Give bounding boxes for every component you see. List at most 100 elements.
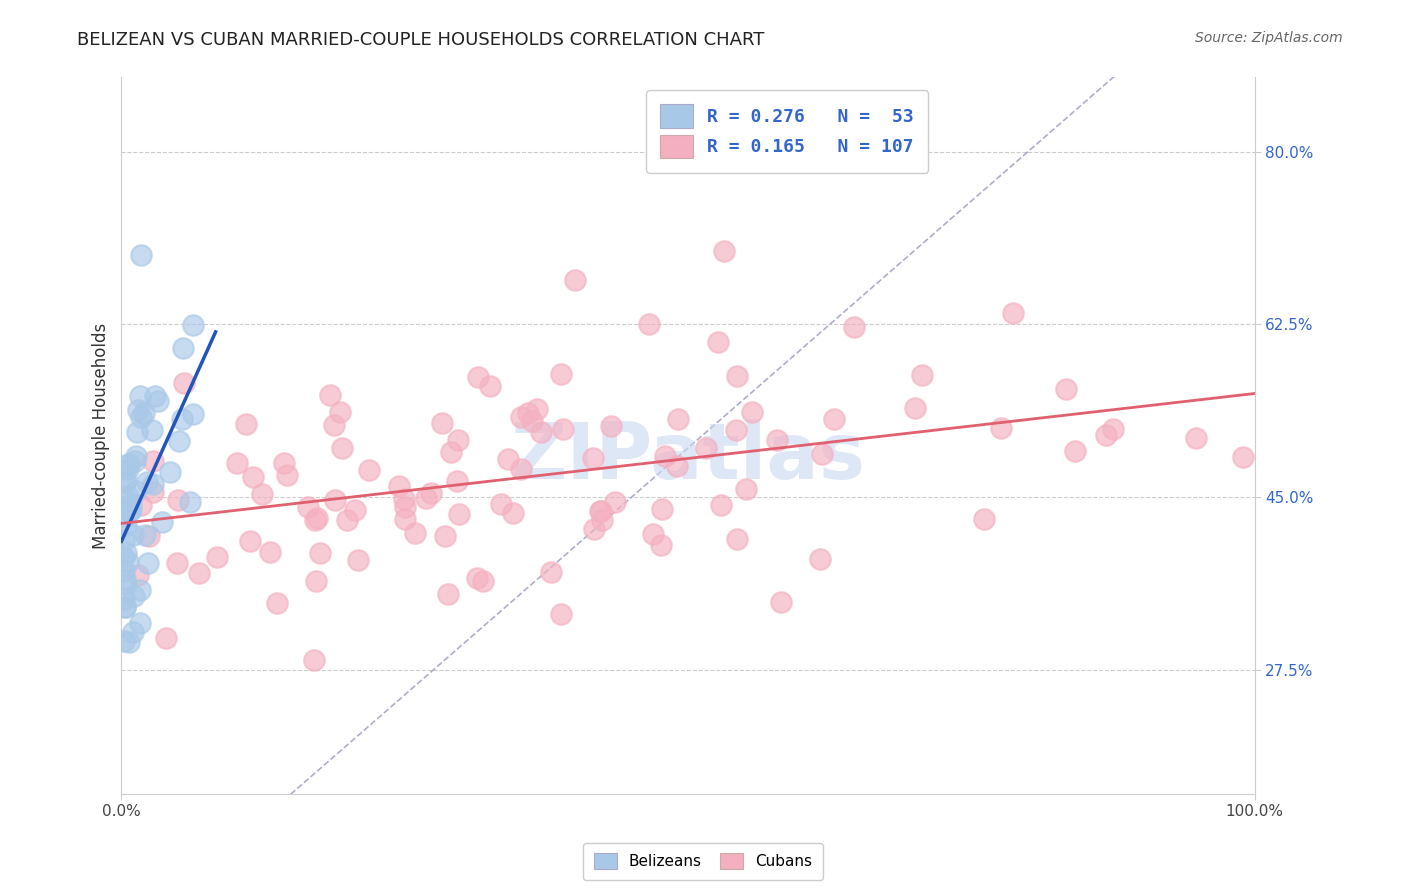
Point (666, 459, 689, 474)
Point (447, 507, 470, 521)
Point (115, 458, 138, 472)
Point (1002, 306, 1025, 320)
Point (516, 406, 538, 420)
Point (741, 405, 763, 419)
Point (1185, 431, 1208, 445)
Y-axis label: Married-couple Households: Married-couple Households (93, 322, 110, 549)
Point (666, 412, 689, 426)
Point (446, 474, 468, 488)
Legend: R = 0.276   N =  53, R = 0.165   N = 107: R = 0.276 N = 53, R = 0.165 N = 107 (645, 90, 928, 172)
Legend: Belizeans, Cubans: Belizeans, Cubans (583, 843, 823, 880)
Point (904, 401, 927, 416)
Point (1101, 422, 1123, 436)
Point (125, 425, 148, 439)
Point (766, 434, 789, 448)
Point (654, 449, 676, 463)
Point (117, 489, 139, 503)
Point (520, 414, 543, 428)
Point (114, 599, 136, 614)
Point (155, 632, 177, 646)
Point (329, 405, 352, 419)
Point (725, 532, 748, 546)
Point (141, 424, 163, 438)
Point (239, 534, 262, 549)
Point (114, 517, 136, 532)
Point (550, 607, 572, 621)
Point (259, 545, 281, 559)
Point (225, 456, 247, 470)
Point (330, 441, 353, 455)
Point (564, 273, 586, 287)
Point (242, 469, 264, 483)
Point (510, 462, 533, 476)
Point (112, 564, 135, 578)
Point (273, 456, 295, 470)
Point (122, 527, 145, 541)
Point (651, 502, 673, 516)
Point (252, 487, 274, 501)
Point (125, 449, 148, 463)
Point (322, 418, 344, 433)
Point (115, 473, 138, 487)
Point (297, 500, 319, 514)
Point (138, 529, 160, 543)
Point (129, 410, 152, 425)
Point (120, 502, 142, 516)
Point (591, 513, 613, 527)
Point (127, 568, 149, 582)
Point (710, 498, 733, 512)
Point (120, 497, 142, 511)
Point (134, 528, 156, 542)
Point (146, 394, 169, 409)
Point (132, 406, 155, 420)
Point (589, 503, 612, 517)
Point (695, 441, 717, 455)
Point (1063, 444, 1085, 458)
Point (305, 511, 328, 525)
Point (142, 485, 165, 500)
Point (118, 635, 141, 649)
Point (734, 482, 756, 496)
Point (1095, 428, 1118, 442)
Point (842, 320, 865, 334)
Point (112, 533, 135, 548)
Point (112, 592, 135, 607)
Point (725, 368, 748, 383)
Point (496, 451, 519, 466)
Point (173, 376, 195, 390)
Point (129, 248, 152, 262)
Point (266, 596, 288, 610)
Point (589, 504, 612, 518)
Point (125, 483, 148, 498)
Point (172, 341, 194, 355)
Point (112, 634, 135, 648)
Point (129, 616, 152, 631)
Point (1054, 383, 1077, 397)
Point (167, 492, 190, 507)
Point (713, 244, 735, 259)
Point (135, 475, 157, 489)
Point (465, 571, 488, 585)
Point (112, 491, 135, 506)
Point (336, 513, 359, 527)
Point (550, 367, 572, 381)
Point (112, 509, 135, 524)
Point (641, 527, 664, 541)
Point (973, 512, 995, 526)
Point (143, 389, 166, 403)
Point (769, 595, 792, 609)
Point (159, 465, 181, 479)
Point (114, 546, 136, 560)
Point (415, 491, 437, 505)
Point (811, 447, 834, 461)
Point (540, 565, 562, 579)
Point (404, 525, 426, 540)
Point (725, 424, 748, 438)
Point (127, 402, 149, 417)
Point (117, 555, 139, 569)
Point (553, 422, 575, 436)
Point (179, 495, 201, 509)
Point (117, 462, 139, 476)
Point (420, 485, 443, 500)
Point (235, 417, 257, 431)
